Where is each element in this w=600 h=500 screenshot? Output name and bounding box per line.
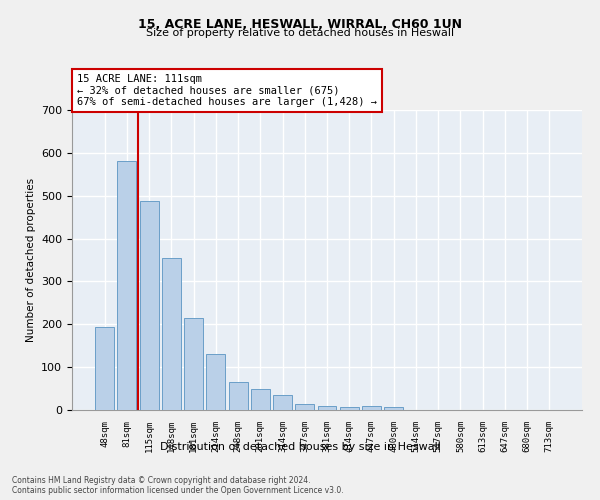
- Bar: [251, 390, 270, 410]
- Text: Distribution of detached houses by size in Heswall: Distribution of detached houses by size …: [160, 442, 440, 452]
- Bar: [229, 382, 248, 410]
- Bar: [362, 406, 381, 410]
- Text: 15, ACRE LANE, HESWALL, WIRRAL, CH60 1UN: 15, ACRE LANE, HESWALL, WIRRAL, CH60 1UN: [138, 18, 462, 30]
- Y-axis label: Number of detached properties: Number of detached properties: [26, 178, 35, 342]
- Text: 15 ACRE LANE: 111sqm
← 32% of detached houses are smaller (675)
67% of semi-deta: 15 ACRE LANE: 111sqm ← 32% of detached h…: [77, 74, 377, 107]
- Bar: [184, 318, 203, 410]
- Bar: [162, 258, 181, 410]
- Bar: [95, 328, 114, 410]
- Bar: [317, 406, 337, 410]
- Bar: [384, 406, 403, 410]
- Text: Contains HM Land Registry data © Crown copyright and database right 2024.
Contai: Contains HM Land Registry data © Crown c…: [12, 476, 344, 495]
- Bar: [140, 202, 158, 410]
- Bar: [340, 406, 359, 410]
- Bar: [206, 354, 225, 410]
- Text: Size of property relative to detached houses in Heswall: Size of property relative to detached ho…: [146, 28, 454, 38]
- Bar: [118, 162, 136, 410]
- Bar: [295, 404, 314, 410]
- Bar: [273, 395, 292, 410]
